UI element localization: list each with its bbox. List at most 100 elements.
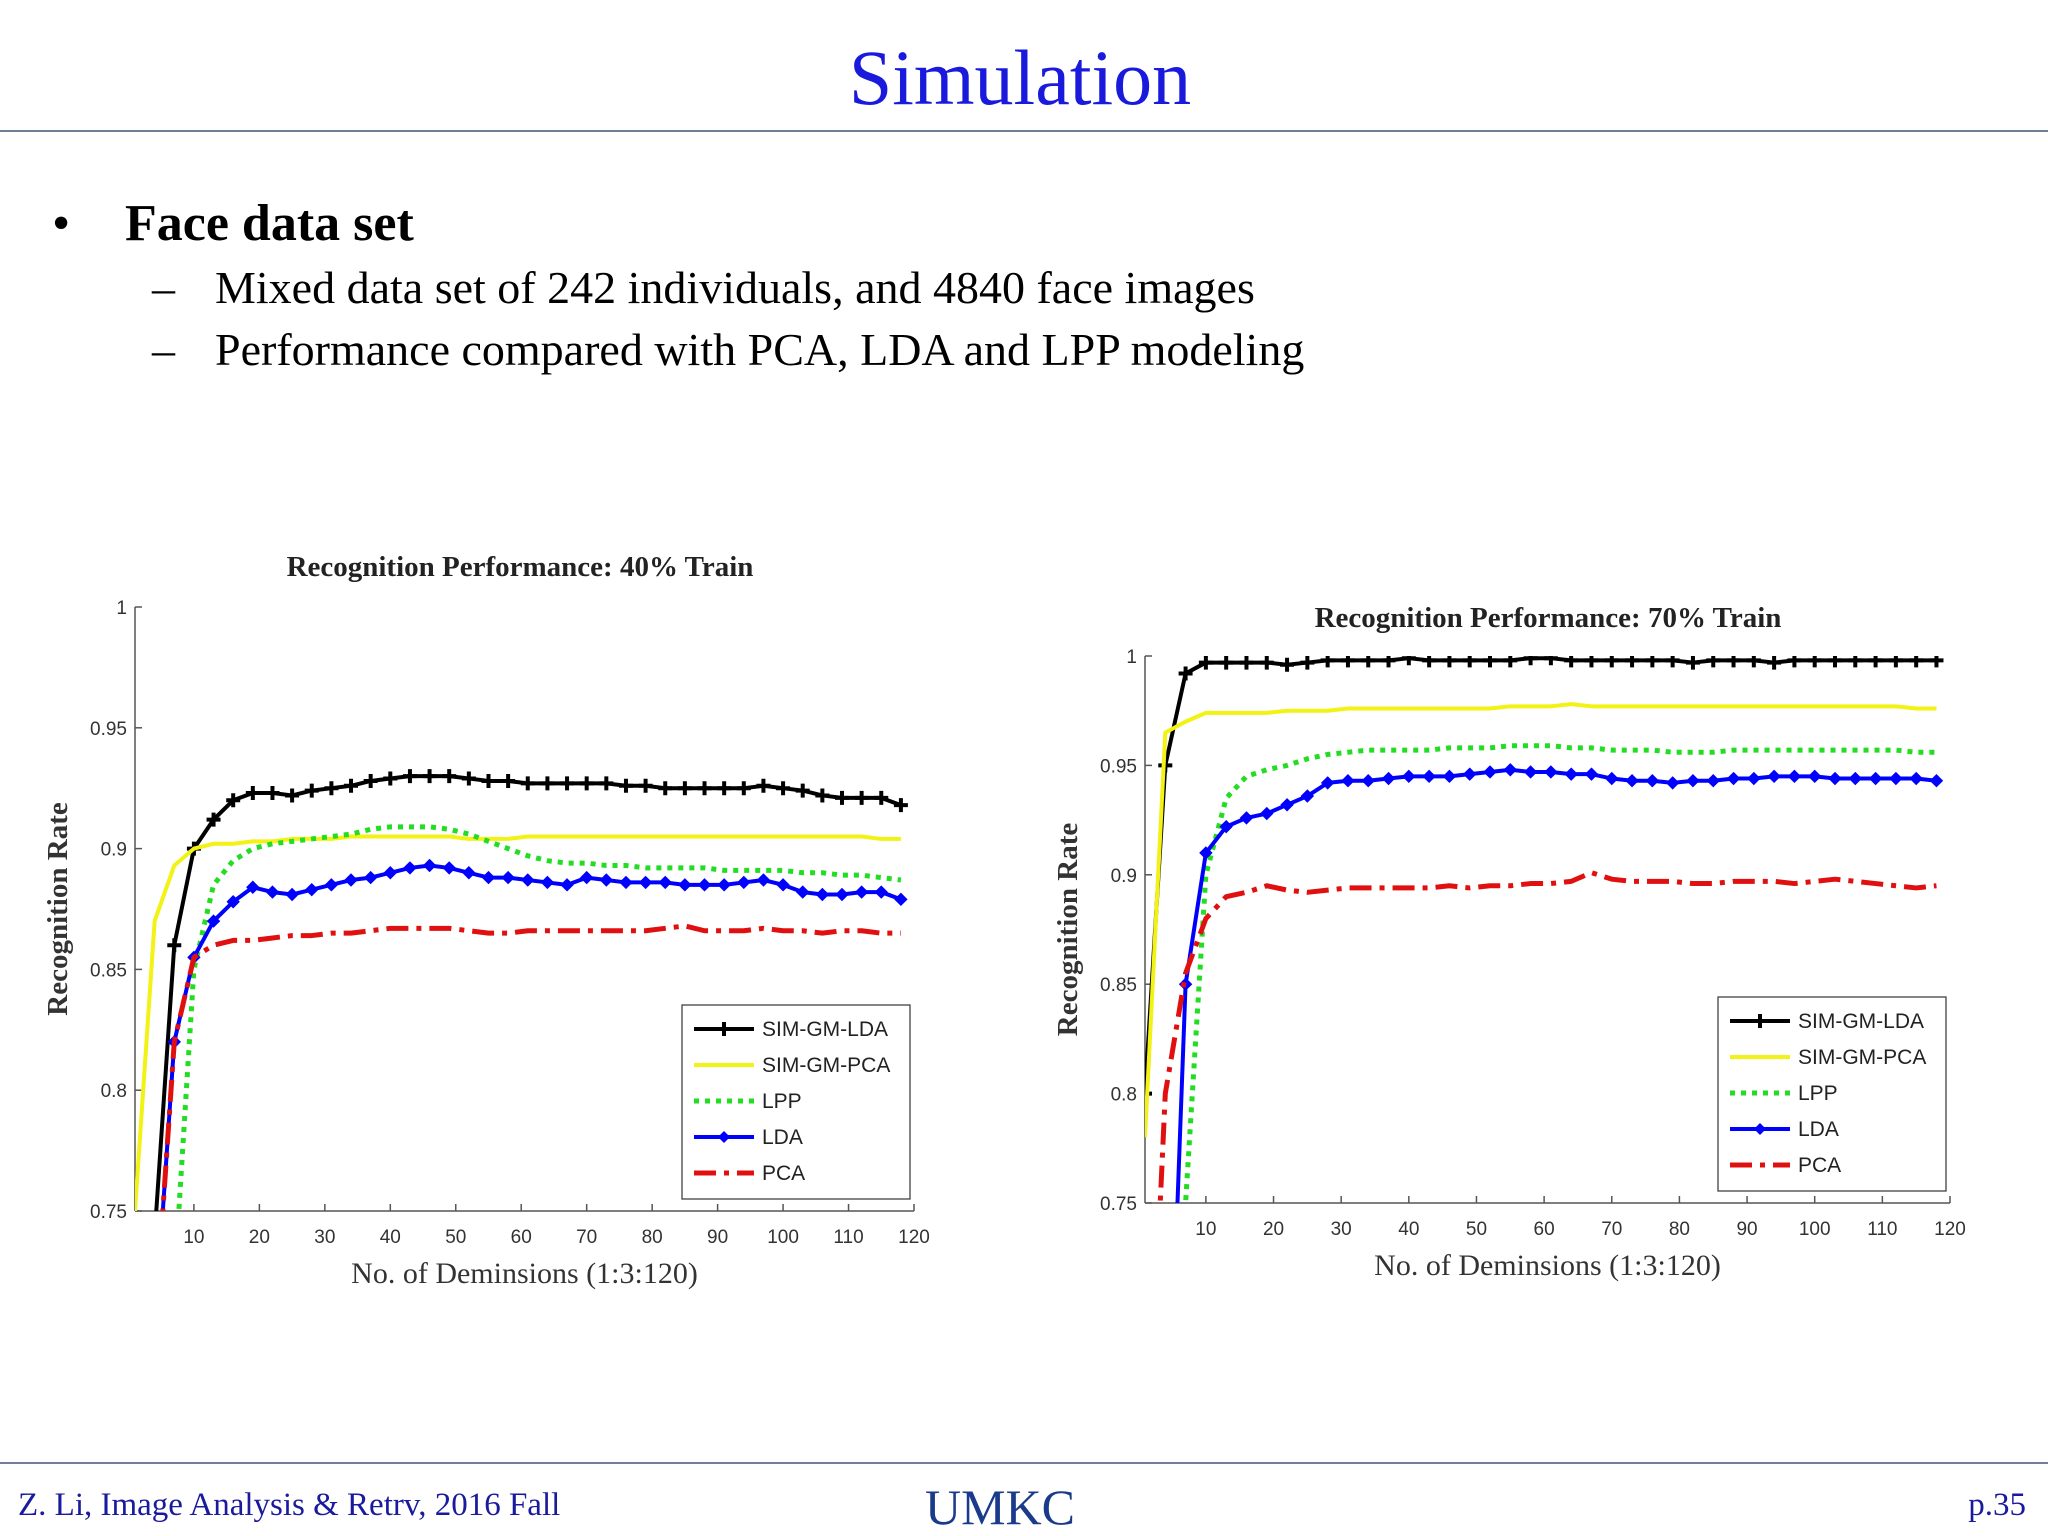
x-axis-label: No. of Deminsions (1:3:120) [1374,1249,1721,1282]
marker [1483,656,1497,668]
marker [737,875,751,890]
marker [1159,1525,1171,1536]
marker [1868,771,1883,786]
marker [1807,656,1822,668]
marker [1280,657,1295,672]
y-tick-label: 0.85 [1100,975,1137,996]
marker [149,1326,161,1338]
marker [1747,771,1761,786]
y-tick-label: 0.9 [1111,866,1137,887]
footer-left: Z. Li, Image Analysis & Retrv, 2016 Fall [18,1487,560,1523]
marker [206,812,221,827]
x-tick-label: 50 [1466,1219,1487,1240]
marker [1523,656,1538,666]
marker [1685,656,1700,670]
marker [1564,656,1579,668]
marker [1402,769,1416,784]
marker [1463,767,1477,781]
footer-right: p.35 [1968,1487,2026,1523]
marker [540,776,555,791]
marker [835,887,849,902]
marker [1239,811,1254,825]
marker [619,875,633,890]
marker [461,771,476,786]
marker [403,861,417,875]
marker [1929,774,1944,788]
marker [599,873,614,887]
y-axis-label: Recognition Rate [1052,823,1084,1037]
x-tick-label: 10 [183,1227,204,1248]
x-tick-label: 50 [445,1227,466,1248]
marker [402,769,417,784]
marker [1584,656,1599,668]
marker [226,793,241,808]
marker [658,875,672,890]
marker [560,878,574,892]
x-tick-label: 100 [767,1227,799,1248]
plot-area [1145,656,1944,1536]
footer-logo: UMKC [925,1479,1075,1535]
marker [363,773,378,788]
marker [697,781,712,796]
marker [1401,656,1416,666]
slide-title: Simulation [849,34,1191,121]
marker [893,798,908,813]
dash: – [151,262,176,313]
x-tick-label: 100 [1799,1219,1831,1240]
marker [324,878,339,892]
y-tick-label: 1 [116,598,127,619]
marker [1767,656,1782,670]
marker [1787,769,1802,784]
legend-label: LDA [1798,1118,1839,1141]
series-line [1157,870,1937,1203]
x-tick-label: 60 [1534,1219,1555,1240]
marker [363,870,378,885]
marker [815,788,830,803]
marker [854,790,869,805]
y-tick-label: 0.9 [101,840,127,861]
marker [874,885,888,899]
marker [1503,656,1518,668]
marker [442,769,457,784]
x-tick-label: 80 [1669,1219,1690,1240]
marker [520,776,535,791]
x-tick-label: 90 [1736,1219,1757,1240]
marker [1422,769,1436,784]
x-tick-label: 30 [314,1227,335,1248]
marker [717,781,732,796]
marker [1145,1086,1152,1101]
marker [1828,656,1842,668]
marker [1868,656,1883,668]
legend-label: SIM-GM-PCA [762,1054,890,1077]
marker [1320,776,1335,790]
marker [1665,656,1680,668]
marker [344,873,358,887]
series-line [135,834,901,1211]
marker [246,880,260,894]
x-tick-label: 60 [511,1227,532,1248]
series-line [1175,767,1937,1203]
marker [776,781,791,796]
marker [756,873,771,887]
marker [285,788,300,803]
marker [1726,656,1741,668]
plot-area [135,769,908,1338]
legend-marker [717,1022,731,1036]
marker [1280,798,1294,812]
marker [501,870,515,885]
y-tick-label: 0.8 [1111,1085,1137,1106]
marker [1564,767,1578,781]
x-tick-label: 110 [833,1227,863,1248]
marker [1645,774,1660,788]
marker [245,786,260,801]
marker [894,892,908,907]
marker [599,776,614,791]
marker [618,778,633,793]
y-tick-label: 0.8 [101,1081,127,1102]
marker [874,790,889,805]
y-tick-label: 1 [1126,647,1137,668]
marker [383,866,398,880]
marker [697,878,712,892]
marker [1726,771,1741,786]
marker [1645,656,1660,668]
